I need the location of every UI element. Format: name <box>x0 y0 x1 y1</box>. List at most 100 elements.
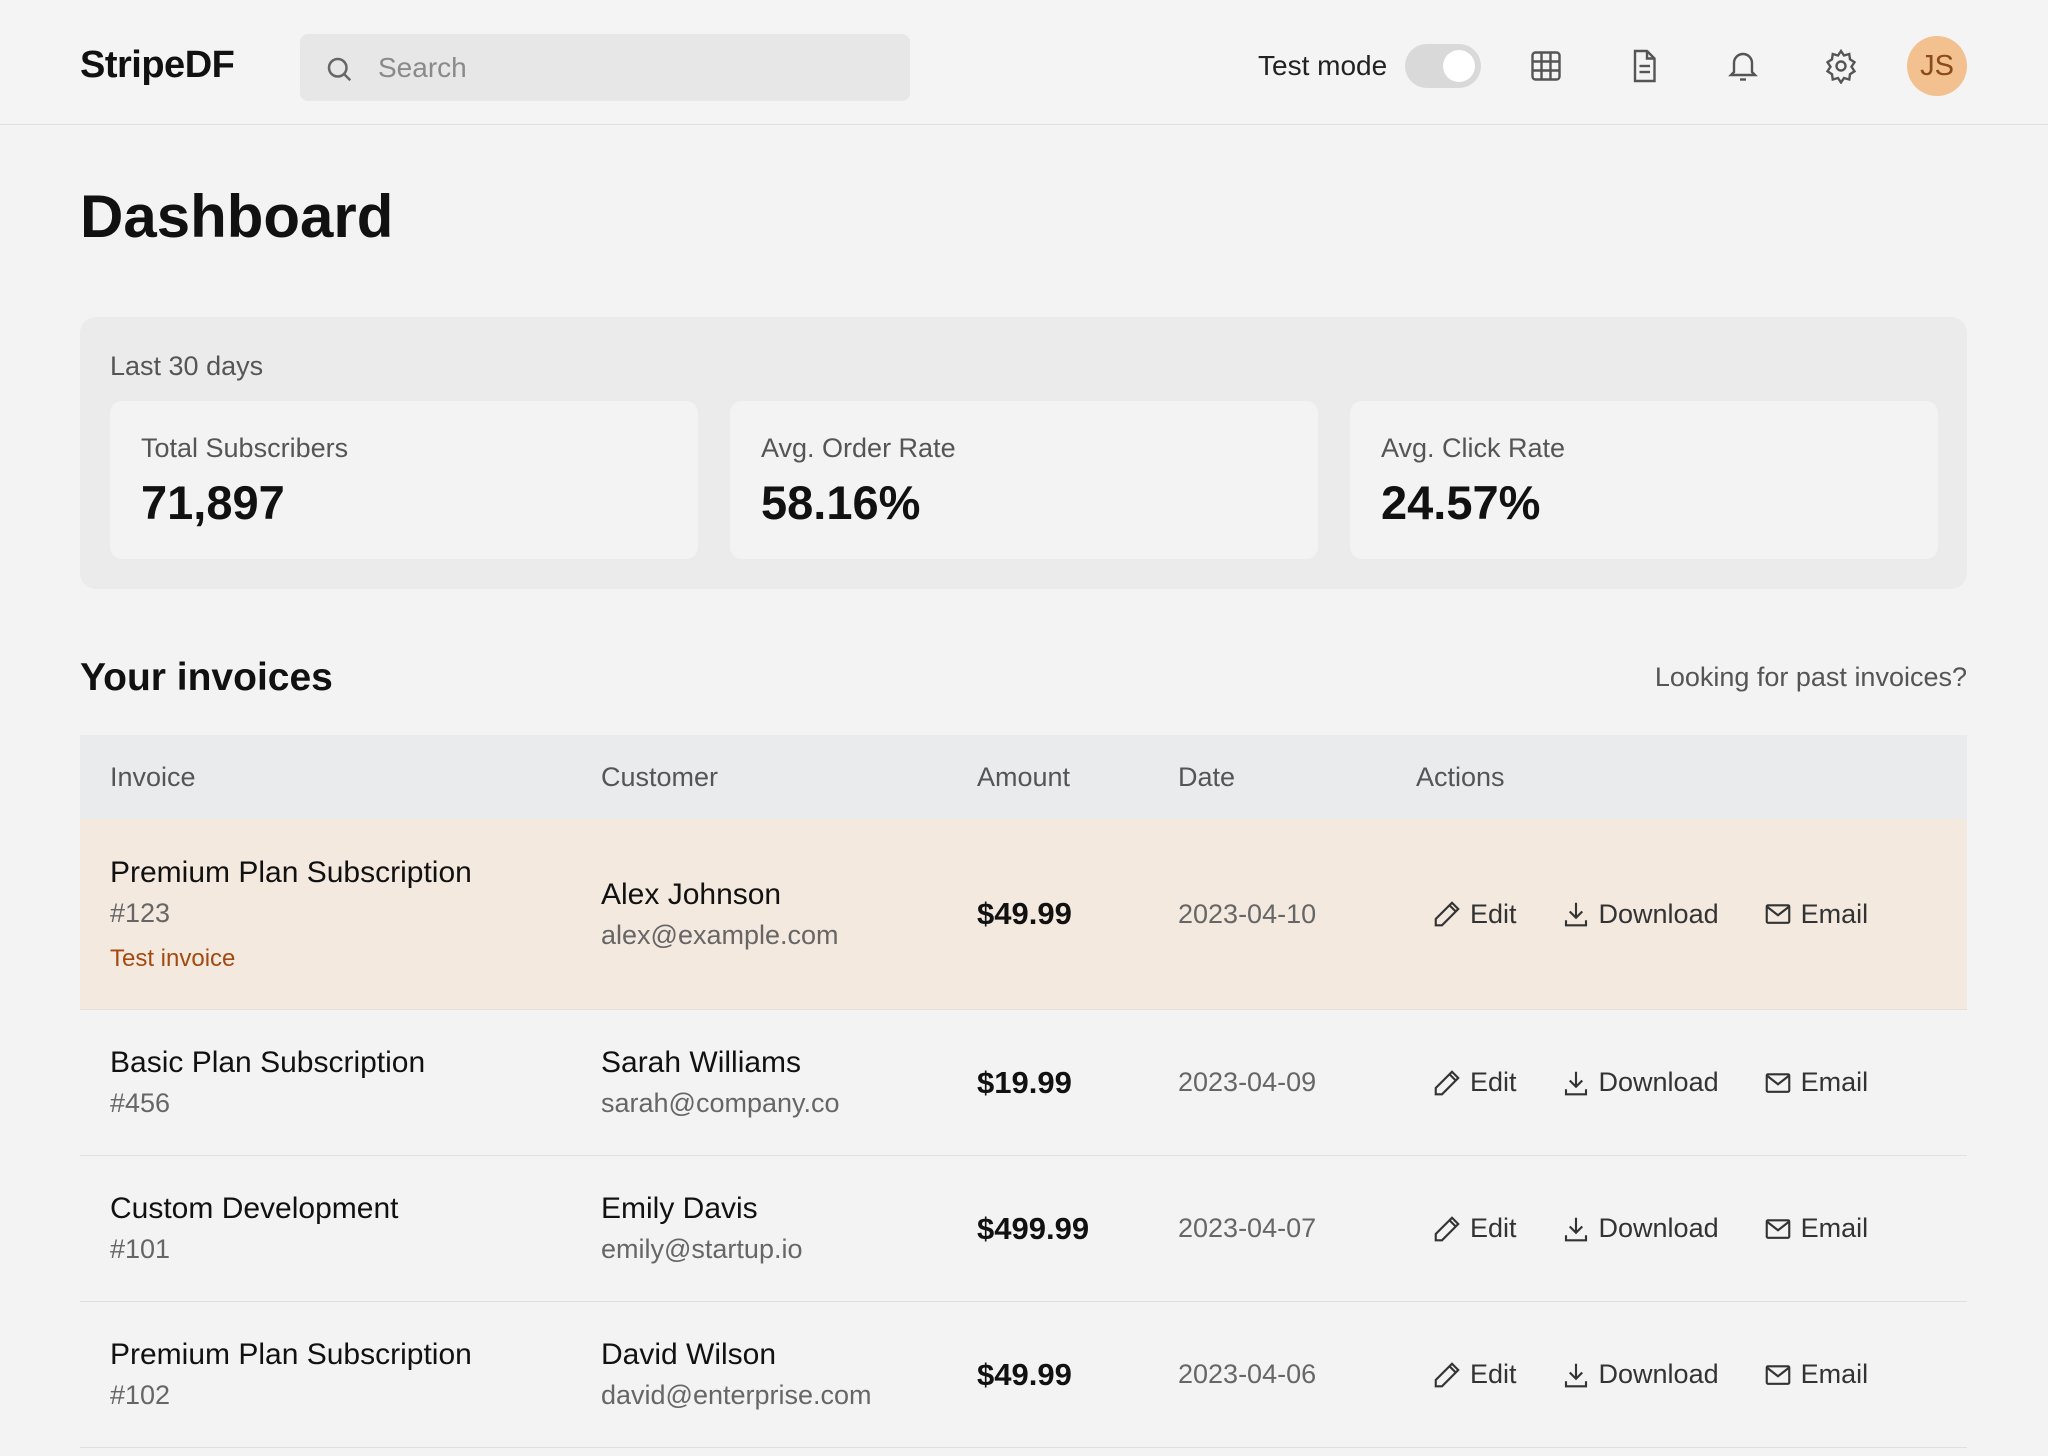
stat-card: Total Subscribers 71,897 <box>110 401 698 559</box>
action-button[interactable]: Edit <box>1432 1067 1517 1098</box>
invoice-number: #123 <box>110 897 171 928</box>
settings-icon[interactable] <box>1823 48 1859 84</box>
edit-icon <box>1434 901 1460 927</box>
document-icon[interactable] <box>1626 48 1662 84</box>
actions-cell: Edit Download Email <box>1416 1359 1997 1390</box>
amount: $499.99 <box>977 1210 1090 1246</box>
stat-card: Avg. Click Rate 24.57% <box>1350 401 1938 559</box>
action-button[interactable]: Download <box>1561 1067 1719 1098</box>
bell-icon[interactable] <box>1725 48 1761 84</box>
action-label: Email <box>1800 1067 1869 1097</box>
invoice-title: Premium Plan Subscription <box>110 855 472 889</box>
download-icon <box>1564 1217 1587 1241</box>
amount: $49.99 <box>977 896 1072 931</box>
invoice-row: Basic Plan Subscription #456 Sarah William… <box>80 1010 1967 1156</box>
stats-panel: Last 30 days Total Subscribers 71,897 Avg.… <box>80 317 1967 589</box>
customer-name: Sarah Williams <box>601 1046 802 1079</box>
avatar[interactable]: JS <box>1907 36 1967 96</box>
stat-value: 24.57% <box>1381 476 1541 529</box>
invoice-title: Premium Plan Subscription <box>110 1338 472 1371</box>
page-title: Dashboard <box>80 183 394 250</box>
actions-cell: Edit Download Email <box>1416 1213 1997 1244</box>
date: 2023-04-09 <box>1178 1067 1317 1097</box>
customer-cell: Emily Davis emily@startup.io <box>601 1192 977 1265</box>
action-button[interactable]: Email <box>1763 1067 1869 1098</box>
action-label: Edit <box>1470 1067 1517 1097</box>
column-header: Actions <box>1416 761 1505 792</box>
date: 2023-04-06 <box>1178 1359 1317 1389</box>
action-button[interactable]: Email <box>1763 1359 1869 1390</box>
customer-name: David Wilson <box>601 1338 777 1371</box>
column-header: Date <box>1178 761 1236 792</box>
invoice-cell: Custom Development #101 <box>110 1192 601 1265</box>
action-label: Edit <box>1470 1359 1517 1389</box>
date: 2023-04-07 <box>1178 1213 1317 1243</box>
customer-name: Alex Johnson <box>601 877 782 911</box>
action-label: Email <box>1800 898 1869 929</box>
customer-email: alex@example.com <box>601 919 839 950</box>
action-label: Email <box>1800 1359 1869 1389</box>
customer-cell: David Wilson david@enterprise.com <box>601 1338 977 1411</box>
action-label: Email <box>1800 1213 1869 1243</box>
test-mode-label: Test mode <box>1258 50 1388 81</box>
search-placeholder: Search <box>378 52 467 83</box>
invoice-number: #456 <box>110 1088 171 1118</box>
action-label: Download <box>1598 1067 1719 1097</box>
edit-icon <box>1434 1215 1460 1241</box>
actions-cell: Edit Download Email <box>1416 1067 1997 1098</box>
invoice-table: Invoice Customer Amount Date Actions Premium … <box>80 735 1967 1448</box>
invoice-row: Premium Plan Subscription #102 David Wilso… <box>80 1302 1967 1448</box>
customer-email: david@enterprise.com <box>601 1380 872 1410</box>
invoice-cell: Premium Plan Subscription #102 <box>110 1338 601 1411</box>
customer-name: Emily Davis <box>601 1192 758 1225</box>
date: 2023-04-10 <box>1178 898 1317 929</box>
grid-icon[interactable] <box>1528 48 1564 84</box>
action-label: Download <box>1598 898 1719 929</box>
action-button[interactable]: Edit <box>1432 899 1517 930</box>
search-box[interactable]: Search <box>300 34 910 101</box>
download-icon <box>1564 1071 1587 1095</box>
edit-icon <box>1434 1069 1460 1095</box>
toggle-knob <box>1443 50 1475 82</box>
customer-cell: Alex Johnson alex@example.com <box>601 878 977 951</box>
action-label: Download <box>1598 1359 1719 1389</box>
column-header: Customer <box>601 761 719 792</box>
action-button[interactable]: Email <box>1763 898 1869 930</box>
email-icon <box>1765 1072 1790 1093</box>
action-button[interactable]: Edit <box>1432 1213 1517 1244</box>
past-invoices-link[interactable]: Looking for past invoices? <box>1654 662 1967 692</box>
stat-card: Avg. Order Rate 58.16% <box>730 401 1318 559</box>
customer-email: sarah@company.co <box>601 1088 840 1118</box>
invoice-tag: Test invoice <box>110 944 236 972</box>
customer-email: emily@startup.io <box>601 1234 803 1264</box>
action-button[interactable]: Download <box>1561 1213 1719 1244</box>
stat-value: 58.16% <box>761 476 921 529</box>
edit-icon <box>1434 1361 1460 1387</box>
invoice-number: #101 <box>110 1234 171 1264</box>
test-mode-toggle[interactable] <box>1405 44 1481 88</box>
action-button[interactable]: Download <box>1561 1359 1719 1390</box>
amount: $19.99 <box>977 1064 1072 1100</box>
invoice-row: Custom Development #101 Emily Davis emily@s… <box>80 1156 1967 1302</box>
logo[interactable]: StripeDF <box>80 44 235 86</box>
email-icon <box>1765 1218 1790 1239</box>
action-label: Edit <box>1470 1213 1517 1243</box>
invoice-title: Basic Plan Subscription <box>110 1046 426 1079</box>
stats-period: Last 30 days <box>110 351 264 381</box>
email-icon <box>1765 904 1790 924</box>
action-label: Edit <box>1470 898 1517 929</box>
invoice-row: Premium Plan Subscription #123 Test invoic… <box>80 819 1967 1010</box>
invoice-cell: Premium Plan Subscription #123 Test invoic… <box>110 856 601 973</box>
action-button[interactable]: Email <box>1763 1213 1869 1244</box>
stat-value: 71,897 <box>141 476 285 529</box>
download-icon <box>1564 1363 1587 1387</box>
top-bar: StripeDF Search Test mode JS <box>0 0 2048 125</box>
action-label: Download <box>1598 1213 1719 1243</box>
amount: $49.99 <box>977 1356 1072 1392</box>
download-icon <box>1564 902 1587 927</box>
actions-cell: Edit Download Email <box>1416 899 1997 930</box>
action-button[interactable]: Edit <box>1432 1359 1517 1390</box>
action-button[interactable]: Download <box>1561 899 1719 930</box>
